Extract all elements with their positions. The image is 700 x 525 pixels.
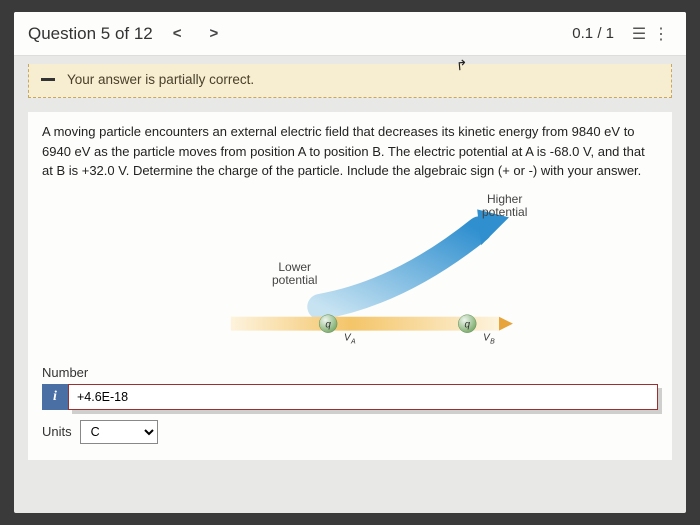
units-select[interactable]: C: [80, 420, 158, 444]
minus-icon: [41, 78, 55, 81]
svg-text:A: A: [350, 338, 356, 345]
score-label: 0.1 / 1: [572, 25, 614, 42]
feedback-banner: Your answer is partially correct.: [28, 64, 672, 98]
units-label: Units: [42, 424, 72, 439]
question-text: A moving particle encounters an external…: [42, 122, 658, 181]
prev-button[interactable]: <: [165, 21, 190, 46]
diagram: q q V A V B Higherpotential Lowerpotenti…: [42, 189, 658, 359]
content-panel: A moving particle encounters an external…: [28, 112, 672, 460]
svg-text:q: q: [464, 319, 470, 330]
answer-area: Number i Units C: [42, 365, 658, 444]
feedback-text: Your answer is partially correct.: [67, 72, 254, 87]
higher-potential-label: Higherpotential: [482, 193, 527, 221]
svg-text:B: B: [490, 338, 495, 345]
number-input[interactable]: [68, 384, 658, 410]
question-title: Question 5 of 12: [28, 24, 153, 44]
number-label: Number: [42, 365, 658, 380]
svg-text:q: q: [325, 319, 331, 330]
lower-potential-label: Lowerpotential: [272, 261, 317, 289]
info-icon[interactable]: i: [42, 384, 68, 410]
cursor-icon: ↱: [455, 57, 468, 75]
next-button[interactable]: >: [202, 21, 227, 46]
question-header: Question 5 of 12 < > 0.1 / 1 ☰ ⋮: [14, 12, 686, 56]
more-icon[interactable]: ⋮: [650, 24, 672, 44]
list-icon[interactable]: ☰: [628, 24, 650, 44]
